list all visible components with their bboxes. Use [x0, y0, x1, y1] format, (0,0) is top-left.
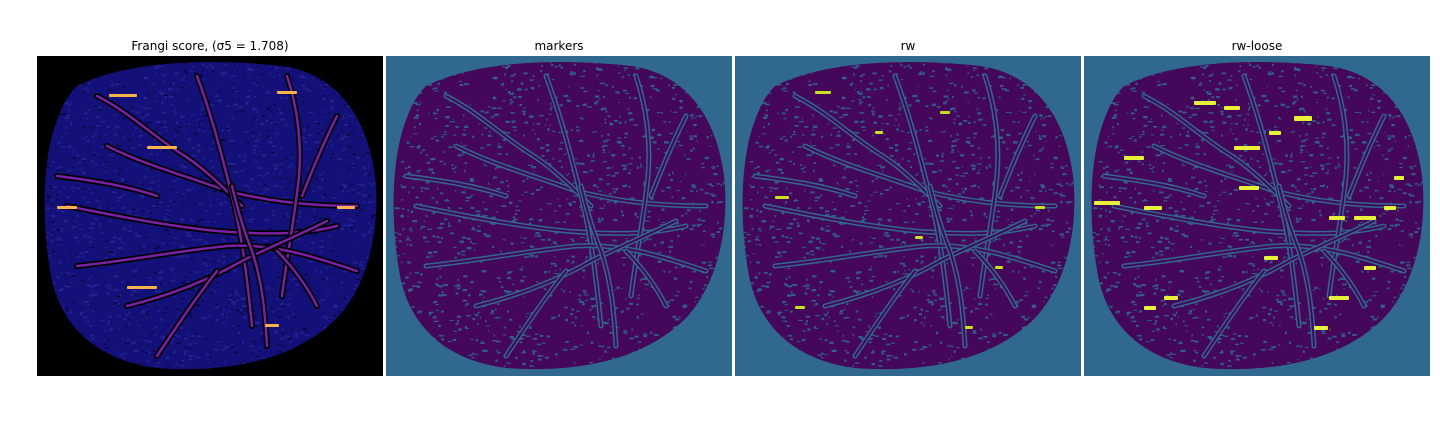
highlight-segment	[147, 146, 177, 149]
panel-image-svg	[1084, 56, 1430, 376]
highlight-segment	[795, 306, 805, 309]
vessel-core	[475, 220, 677, 307]
vessel-core	[425, 244, 707, 272]
panel-rw-image	[735, 56, 1081, 376]
panel-title-rw: rw	[900, 39, 916, 53]
panel-image-svg	[37, 56, 383, 376]
panel-title-rw-loose: rw-loose	[1231, 39, 1283, 53]
vessel-response	[125, 219, 329, 308]
vessel-response	[55, 174, 159, 198]
panel-markers-image	[386, 56, 732, 376]
panel-frangi-image	[37, 56, 383, 376]
vessel-core	[1323, 250, 1365, 307]
vessel-response	[75, 244, 359, 273]
highlight-segment	[1394, 176, 1404, 180]
vessel-core	[854, 270, 916, 357]
vessel-response	[230, 184, 269, 348]
highlight-segment	[1239, 186, 1259, 190]
vessel-core	[625, 250, 667, 307]
vessel-core	[405, 175, 507, 197]
vessel-core	[580, 185, 617, 347]
highlight-segment	[1124, 156, 1144, 160]
vessel-core	[754, 175, 856, 197]
highlight-segment	[1224, 106, 1240, 110]
highlight-segment	[995, 266, 1003, 269]
vessel-response	[155, 269, 219, 358]
vessel-core	[505, 270, 567, 357]
vessel-response	[300, 114, 339, 198]
vessel-core	[929, 185, 966, 347]
vessel-core	[1348, 115, 1385, 197]
highlight-segment	[277, 91, 297, 94]
highlight-segment	[1164, 296, 1178, 300]
highlight-segment	[1194, 101, 1216, 105]
texture-layer	[1091, 62, 1424, 370]
highlight-segment	[337, 206, 355, 209]
highlight-segment	[57, 206, 77, 209]
highlight-segment	[1035, 206, 1045, 209]
retina-region	[393, 62, 726, 370]
highlight-segment	[265, 324, 279, 327]
highlight-segment	[127, 286, 157, 289]
vessel-core	[794, 95, 941, 207]
retina-region	[742, 62, 1075, 370]
highlight-segment	[1269, 131, 1281, 135]
vessel-response	[95, 94, 244, 208]
vessel-core	[1103, 175, 1205, 197]
vessel-core	[974, 250, 1016, 307]
highlight-segment	[1234, 146, 1260, 150]
highlight-segment	[1329, 216, 1345, 220]
panel-image-svg	[386, 56, 732, 376]
panel-image-svg	[735, 56, 1081, 376]
highlight-segment	[1144, 206, 1162, 210]
panel-title-frangi: Frangi score, (σ5 = 1.708)	[131, 39, 289, 53]
highlight-segment	[1384, 206, 1396, 210]
vessel-core	[1143, 95, 1290, 207]
highlight-segment	[875, 131, 883, 134]
highlight-segment	[1294, 116, 1312, 121]
panel-rw-loose-image	[1084, 56, 1430, 376]
vessel-core	[445, 95, 592, 207]
texture-layer	[393, 62, 726, 370]
highlight-segment	[1314, 326, 1328, 330]
highlight-segment	[915, 236, 923, 239]
highlight-segment	[965, 326, 973, 329]
retina-region	[44, 62, 377, 370]
highlight-segment	[815, 91, 831, 94]
vessel-core	[1203, 270, 1265, 357]
highlight-segment	[1354, 216, 1376, 220]
highlight-segment	[1144, 306, 1156, 310]
vessel-core	[1278, 185, 1315, 347]
highlight-segment	[1264, 256, 1278, 260]
vessel-response	[275, 249, 319, 308]
vessel-core	[1173, 220, 1375, 307]
vessel-core	[1123, 244, 1405, 272]
highlight-segment	[1364, 266, 1376, 270]
retina-region	[1091, 62, 1424, 370]
vessel-core	[999, 115, 1036, 197]
panel-title-markers: markers	[534, 39, 584, 53]
vessel-core	[824, 220, 1026, 307]
highlight-segment	[1329, 296, 1349, 300]
highlight-segment	[940, 111, 950, 114]
highlight-segment	[775, 196, 789, 199]
highlight-segment	[1094, 201, 1120, 205]
vessel-core	[650, 115, 687, 197]
vessel-core	[774, 244, 1056, 272]
highlight-segment	[109, 94, 137, 97]
